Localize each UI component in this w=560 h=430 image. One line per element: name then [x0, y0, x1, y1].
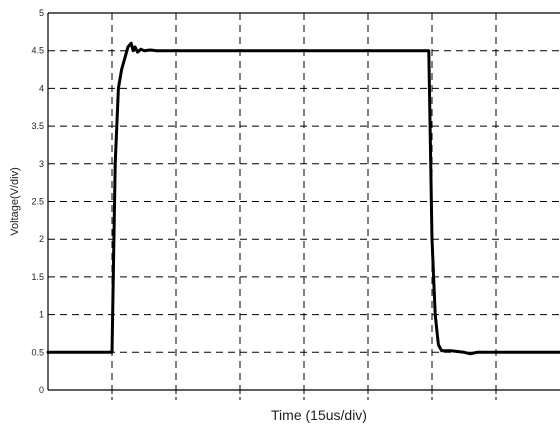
- y-tick-label-6: 3: [39, 159, 44, 169]
- y-tick-label-3: 1.5: [31, 272, 44, 282]
- y-tick-label-7: 3.5: [31, 121, 44, 131]
- y-axis-label: Voltage(V/div): [9, 167, 21, 235]
- x-axis-label: Time (15us/div): [271, 407, 367, 423]
- y-tick-label-8: 4: [39, 83, 44, 93]
- y-tick-label-2: 1: [39, 310, 44, 320]
- series-line-0: [46, 41, 560, 356]
- series-layer: [46, 41, 560, 356]
- y-tick-label-5: 2.5: [31, 197, 44, 207]
- y-tick-label-0: 0: [39, 385, 44, 395]
- grid-lines: [48, 13, 560, 400]
- y-tick-label-4: 2: [39, 234, 44, 244]
- y-tick-labels: 0 0.5 1 1.5 2 2.5 3 3.5 4 4.5 5: [31, 8, 44, 395]
- y-tick-label-10: 5: [39, 8, 44, 18]
- y-tick-label-9: 4.5: [31, 46, 44, 56]
- y-tick-label-1: 0.5: [31, 347, 44, 357]
